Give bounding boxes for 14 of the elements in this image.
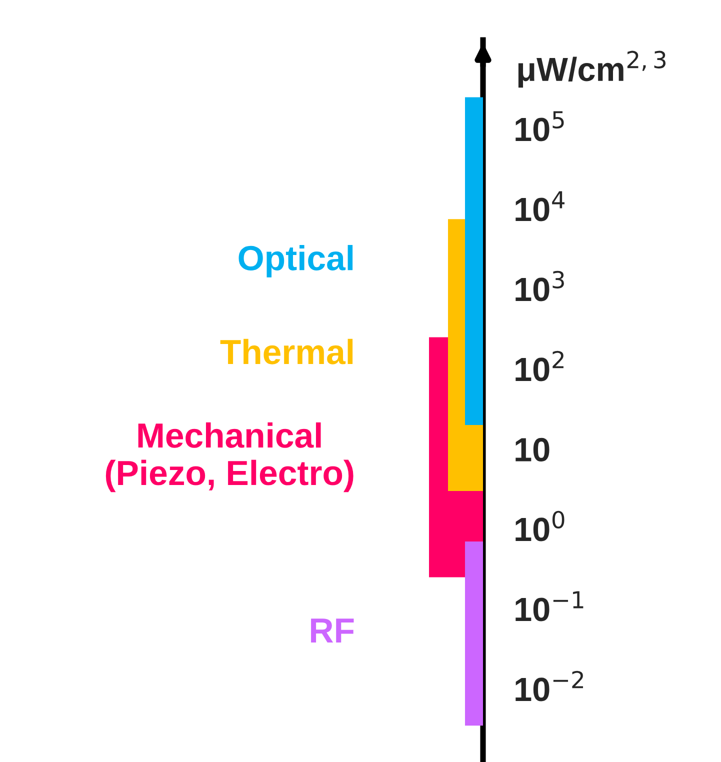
y-axis-title: μW/cm$^{2,3}$: [518, 50, 666, 88]
y-tick-label: 10$^{5}$: [516, 111, 564, 142]
y-tick-label: 10$^{−1}$: [516, 591, 584, 622]
text: Optical: [238, 244, 353, 278]
y-tick-label: 10$^{0}$: [516, 510, 564, 542]
y-tick-label: 10$^{−2}$: [516, 670, 584, 702]
text: RF: [311, 618, 354, 643]
y-tick-label: 10$^{3}$: [516, 270, 564, 302]
text: Mechanical (Piezo, Electro): [106, 422, 354, 492]
y-tick-label: 10: [516, 438, 550, 462]
y-tick-label: 10$^{2}$: [516, 350, 564, 382]
text: Thermal: [220, 338, 353, 364]
bar: [465, 542, 483, 726]
y-tick-label: 10$^{4}$: [516, 191, 564, 222]
